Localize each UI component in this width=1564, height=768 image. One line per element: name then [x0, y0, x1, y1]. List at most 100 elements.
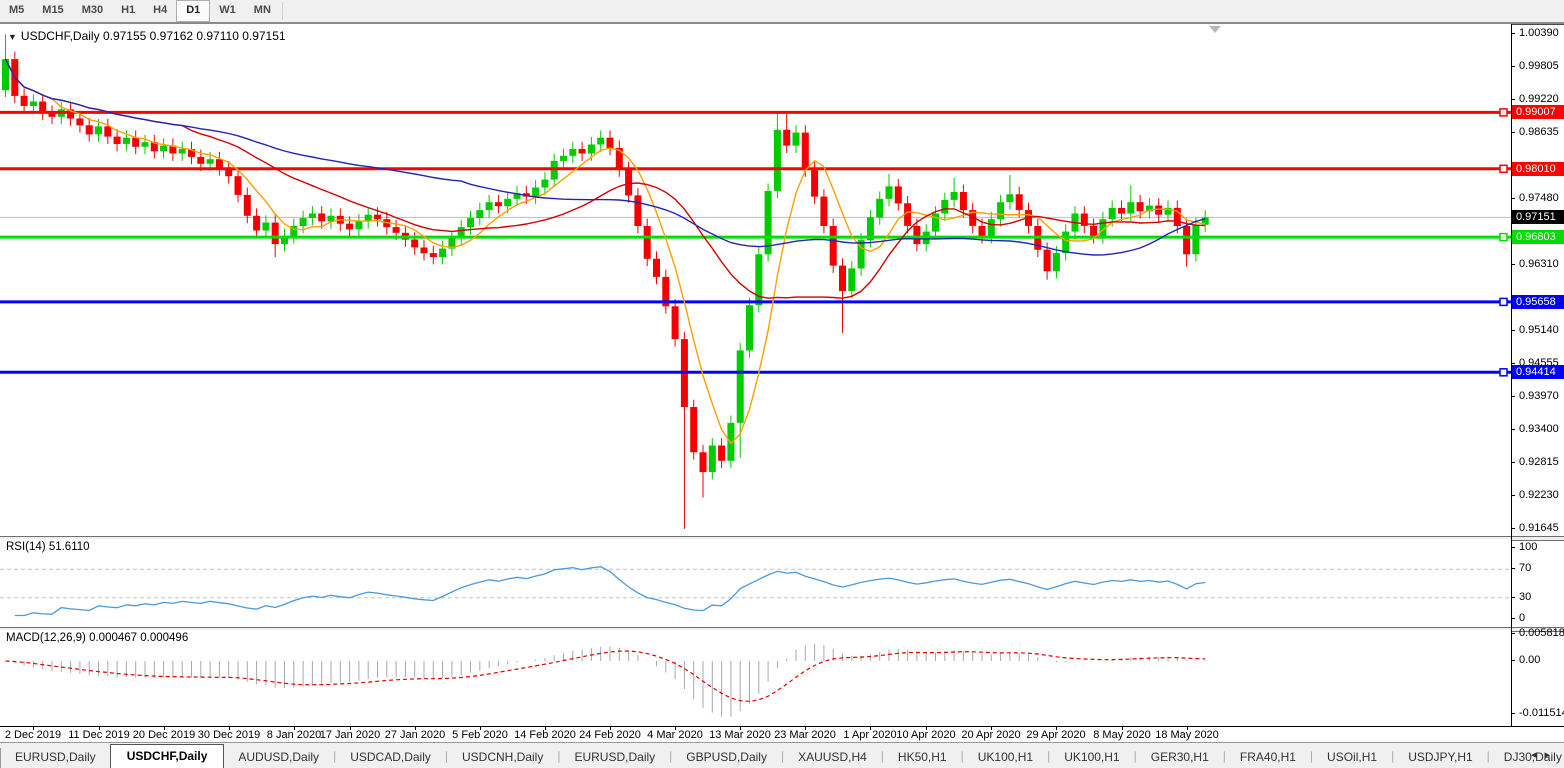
tab-EURUSD-Daily[interactable]: EURUSD,Daily	[574, 750, 656, 764]
chart-dropdown-icon[interactable]: ▼	[8, 32, 17, 42]
level-price-tag: 0.96803	[1512, 230, 1564, 244]
price-tick-label: 0.92815	[1511, 456, 1559, 468]
current-price-tag: 0.97151	[1512, 210, 1564, 224]
date-tick-label: 4 Mar 2020	[647, 729, 703, 741]
timeframe-button-W1[interactable]: W1	[219, 4, 236, 16]
chart-tabs: EURUSD,Daily USDCHF,Daily AUDUSD,Daily | USD…	[0, 742, 1564, 768]
date-tick-mark	[99, 727, 100, 730]
tab-separator: |	[1391, 749, 1395, 763]
ohlc-text: 0.97155 0.97162 0.97110 0.97151	[102, 29, 286, 43]
tab-scroll-left-icon[interactable]: ◂	[1530, 749, 1545, 761]
date-tick-mark	[164, 727, 165, 730]
tab-separator: |	[1047, 749, 1051, 763]
tab-separator: |	[557, 749, 561, 763]
timeframe-button-M30[interactable]: M30	[81, 4, 104, 16]
level-price-tag: 0.99007	[1512, 105, 1564, 119]
date-tick-label: 13 Mar 2020	[709, 729, 771, 741]
tab-UK100-H1[interactable]: UK100,H1	[977, 750, 1034, 764]
tab-UK100-H1[interactable]: UK100,H1	[1064, 750, 1120, 764]
tab-separator: |	[1222, 749, 1226, 763]
date-tick-mark	[350, 727, 351, 730]
tab-separator: |	[880, 749, 884, 763]
rsi-tick-label: 70	[1511, 562, 1531, 574]
price-tick-label: 0.97480	[1511, 192, 1559, 204]
date-tick-label: 14 Feb 2020	[514, 729, 576, 741]
tab-DJ30-Daily[interactable]: DJ30,Daily	[1503, 750, 1562, 764]
tab-GBPUSD-Daily[interactable]: GBPUSD,Daily	[686, 750, 767, 764]
price-axis[interactable]: 1.00390 0.99805 0.99220 0.98635 0.97480 0.963…	[1511, 24, 1564, 727]
date-tick-label: 20 Apr 2020	[961, 729, 1021, 741]
tab-stub	[0, 748, 1, 768]
chart-symbol-label: ▼ USDCHF,Daily 0.97155 0.97162 0.97110 0.…	[8, 29, 286, 43]
tab-FRA40-H1[interactable]: FRA40,H1	[1239, 750, 1296, 764]
tab-separator: |	[780, 749, 785, 763]
macd-chart[interactable]	[0, 630, 1511, 726]
macd-label: MACD(12,26,9) 0.000467 0.000496	[6, 632, 189, 644]
toolbar-separator	[281, 2, 283, 20]
date-tick-mark	[480, 727, 481, 730]
rsi-tick-label: 0	[1511, 612, 1525, 624]
tab-HK50-H1[interactable]: HK50,H1	[897, 750, 947, 764]
tab-XAUUSD-H4[interactable]: XAUUSD,H4	[798, 750, 867, 764]
tab-USDCAD-Daily[interactable]: USDCAD,Daily	[350, 750, 431, 764]
price-tick-label: 0.99220	[1511, 93, 1559, 105]
date-tick-label: 1 Apr 2020	[843, 729, 897, 741]
level-price-tag: 0.98010	[1512, 162, 1564, 176]
tab-USDCHF-Daily[interactable]: USDCHF,Daily	[109, 744, 225, 768]
date-tick-label: 17 Jan 2020	[319, 729, 381, 741]
tab-EURUSD-Daily[interactable]: EURUSD,Daily	[15, 750, 96, 764]
tab-separator: |	[669, 749, 673, 763]
tab-USDCNH-Daily[interactable]: USDCNH,Daily	[462, 750, 544, 764]
symbol-text: USDCHF,Daily	[20, 29, 100, 43]
price-tick-label: 0.96310	[1511, 258, 1559, 270]
timeframe-button-H1[interactable]: H1	[121, 4, 136, 16]
date-tick-label: 2 Dec 2019	[4, 729, 62, 741]
date-tick-mark	[415, 727, 416, 730]
timeframe-button-M15[interactable]: M15	[42, 4, 64, 16]
date-tick-label: 30 Dec 2019	[197, 729, 261, 741]
date-tick-label: 23 Mar 2020	[774, 729, 836, 741]
price-tick-label: 0.93970	[1511, 390, 1559, 402]
price-tick-label: 0.98635	[1511, 126, 1559, 138]
tab-separator: |	[333, 749, 337, 763]
tab-USDJPY-H1[interactable]: USDJPY,H1	[1408, 750, 1473, 764]
date-tick-label: 10 Apr 2020	[896, 729, 956, 741]
time-axis[interactable]: 2 Dec 2019 11 Dec 2019 20 Dec 2019 30 Dec 2…	[0, 727, 1511, 742]
tab-separator: |	[444, 749, 448, 763]
tab-scroll-right-icon[interactable]: ▸	[1544, 749, 1558, 761]
level-price-tag: 0.95658	[1512, 295, 1564, 309]
rsi-label: RSI(14) 51.6110	[6, 541, 90, 553]
price-tick-label: 0.99805	[1511, 60, 1559, 72]
timeframe-button-H4[interactable]: H4	[153, 4, 168, 16]
date-tick-label: 8 Jan 2020	[266, 729, 322, 741]
price-tick-label: 0.91645	[1511, 522, 1559, 534]
date-tick-label: 5 Feb 2020	[452, 729, 508, 741]
date-tick-mark	[1187, 727, 1188, 730]
date-tick-mark	[610, 727, 611, 730]
tab-GER30-H1[interactable]: GER30,H1	[1150, 750, 1209, 764]
rsi-tick-label: 100	[1511, 541, 1537, 553]
timeframe-button-MN[interactable]: MN	[253, 4, 271, 16]
date-tick-label: 18 May 2020	[1155, 729, 1219, 741]
date-tick-mark	[926, 727, 927, 730]
macd-tick-label: 0.005818	[1511, 627, 1564, 639]
chart-shift-marker[interactable]	[1209, 26, 1221, 33]
price-tick-label: 0.95140	[1511, 324, 1559, 336]
date-tick-mark	[545, 727, 546, 730]
tab-separator: |	[1309, 749, 1314, 763]
date-tick-mark	[1056, 727, 1057, 730]
date-tick-label: 27 Jan 2020	[384, 729, 446, 741]
timeframe-button-D1[interactable]: D1	[176, 0, 211, 22]
tab-USOil-H1[interactable]: USOil,H1	[1327, 750, 1378, 764]
price-tick-label: 0.92230	[1511, 489, 1559, 501]
tab-separator: |	[1486, 749, 1490, 763]
price-tick-label: 1.00390	[1511, 27, 1559, 39]
timeframe-button-M5[interactable]: M5	[9, 4, 25, 16]
date-tick-label: 8 May 2020	[1093, 729, 1151, 741]
rsi-chart[interactable]	[0, 539, 1511, 627]
date-tick-mark	[1122, 727, 1123, 730]
tab-AUDUSD-Daily[interactable]: AUDUSD,Daily	[238, 750, 320, 764]
macd-tick-label: 0.00	[1511, 654, 1540, 666]
price-chart[interactable]	[0, 24, 1511, 536]
